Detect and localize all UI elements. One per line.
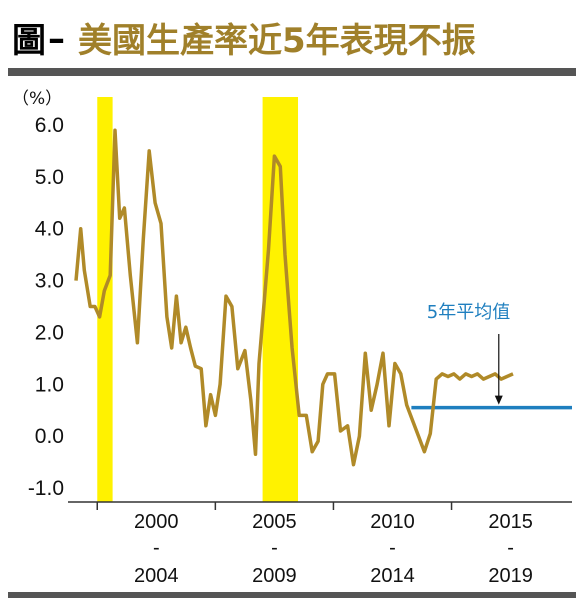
x-tick-label-top: 2015 [488, 511, 533, 533]
y-tick-label: -1.0 [28, 477, 64, 500]
x-tick-label-bottom: 2004 [134, 565, 179, 587]
header-rule [8, 68, 576, 76]
recession-shading [97, 97, 299, 502]
y-tick-label: 1.0 [35, 373, 64, 396]
y-tick-label: 3.0 [35, 270, 64, 293]
productivity-line-layer [74, 128, 514, 467]
x-tick-label-bottom: 2014 [370, 565, 415, 587]
footer-rule [8, 592, 576, 598]
y-tick-label: 0.0 [35, 425, 64, 448]
y-tick-label: 6.0 [35, 114, 64, 137]
figure-dash: – [48, 19, 65, 59]
x-tick-label-bottom: 2009 [252, 565, 297, 587]
x-tick-label-sep: - [271, 537, 278, 559]
x-tick-label-top: 2010 [370, 511, 415, 533]
y-tick-label: 2.0 [35, 321, 64, 344]
x-axis: 2000 - 2004 2005 - 2009 2010 - 2014 2015 - 2019 [96, 502, 533, 587]
y-axis-unit: （%） [12, 89, 62, 109]
annotation-arrow-head [494, 395, 503, 405]
shaded-period-2 [262, 97, 299, 502]
y-axis: （%） 6.0 5.0 4.0 3.0 2.0 1.0 0.0 -1.0 [12, 89, 64, 500]
shaded-period-1 [97, 97, 113, 502]
y-tick-label: 5.0 [35, 166, 64, 189]
x-tick-label-sep: - [389, 537, 396, 559]
figure-title: 美國生產率近5年表現不振 [78, 21, 476, 61]
x-tick-label-top: 2005 [252, 511, 297, 533]
annotation-layer: 5年平均值 [427, 302, 510, 405]
x-tick-label-top: 2000 [134, 511, 179, 533]
x-tick-label-sep: - [507, 537, 514, 559]
x-tick-label-bottom: 2019 [488, 565, 533, 587]
y-tick-label: 4.0 [35, 218, 64, 241]
average-annotation-label: 5年平均值 [427, 302, 510, 323]
productivity-series-line [74, 128, 514, 467]
figure-label: 圖 [12, 21, 46, 61]
x-tick-label-sep: - [153, 537, 160, 559]
